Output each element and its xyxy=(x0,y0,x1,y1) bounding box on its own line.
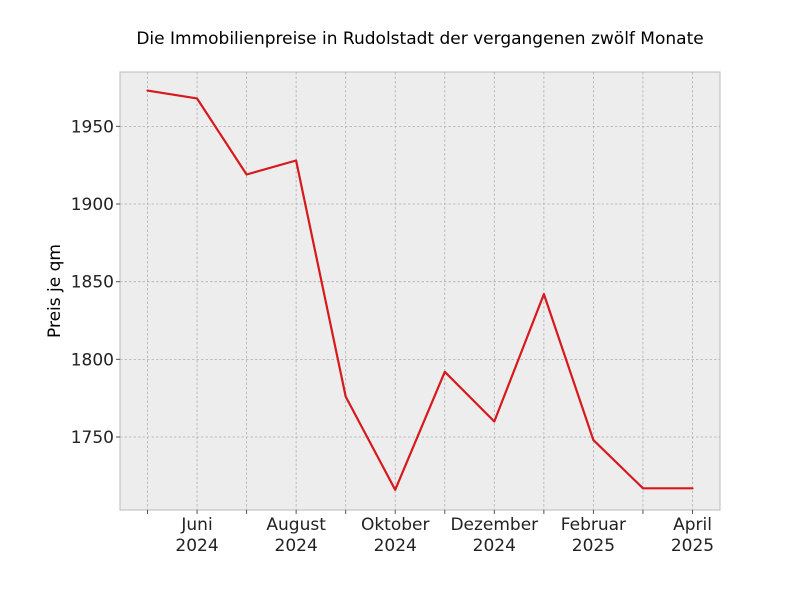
plot-area xyxy=(119,71,721,511)
price-series-line xyxy=(146,89,694,491)
y-tick-label: 1800 xyxy=(71,350,114,370)
x-tick-label: Oktober 2024 xyxy=(361,515,430,556)
x-tick-label: Dezember 2024 xyxy=(450,515,538,556)
x-tick-label: August 2024 xyxy=(266,515,326,556)
series-layer xyxy=(146,89,694,491)
x-tick-label: April 2025 xyxy=(671,515,714,556)
x-tick-label: Juni 2024 xyxy=(175,515,218,556)
y-tick-label: 1900 xyxy=(71,195,114,215)
chart-title: Die Immobilienpreise in Rudolstadt der v… xyxy=(136,29,703,49)
y-axis-label: Preis je qm xyxy=(45,244,65,338)
y-tick-label: 1850 xyxy=(71,273,114,293)
x-tick-label: Februar 2025 xyxy=(561,515,626,556)
ticks: 1750 1800 1850 1900 1950 Juni 2024 August 2024 Ok… xyxy=(71,117,714,556)
grid xyxy=(120,72,720,510)
y-tick-label: 1750 xyxy=(71,428,114,448)
y-tick-label: 1950 xyxy=(71,117,114,137)
